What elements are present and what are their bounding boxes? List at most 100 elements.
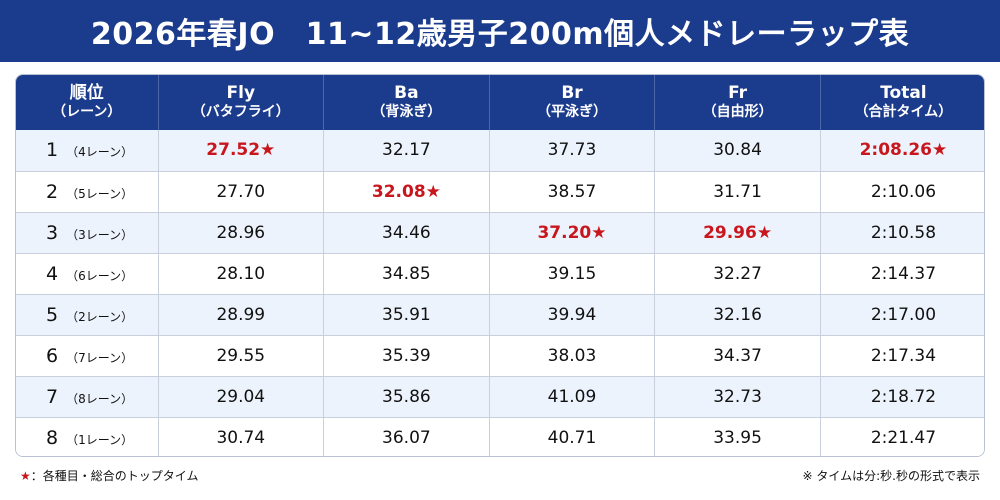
fr-time: 32.73 (713, 386, 762, 407)
table-row: 2 （5レーン） 27.70 32.08★ 38.57 31.71 2:10.06 (16, 170, 984, 212)
fly-time: 29.55 (216, 345, 266, 366)
fly-time: 28.10 (216, 263, 266, 284)
lap-table-container: 順位 （レーン） Fly （バタフライ） Ba （背泳ぎ） Br （平泳ぎ） F… (15, 74, 985, 457)
header-total-sublabel: （合計タイム） (854, 104, 953, 121)
fr-time-cell: 30.84 (654, 130, 821, 171)
header-fr-sublabel: （自由形） (702, 104, 773, 121)
table-row: 7 （8レーン） 29.04 35.86 41.09 32.73 2:18.72 (16, 375, 984, 417)
fly-time: 29.04 (216, 386, 266, 407)
table-row: 6 （7レーン） 29.55 35.39 38.03 34.37 2:17.34 (16, 334, 984, 376)
fr-time: 32.16 (713, 304, 762, 325)
total-time: 2:10.06 (870, 181, 937, 202)
ba-time: 34.85 (382, 263, 431, 284)
legend: ★：各種目・総合のトップタイム (20, 467, 199, 484)
lane-label: （2レーン） (66, 309, 134, 324)
fly-time: 27.70 (216, 181, 266, 202)
ba-time-cell: 32.17 (323, 130, 490, 171)
br-time: 37.73 (547, 140, 597, 161)
header-total: Total （合計タイム） (820, 75, 984, 130)
header-row: 順位 （レーン） Fly （バタフライ） Ba （背泳ぎ） Br （平泳ぎ） F… (16, 75, 984, 130)
br-time-cell: 38.57 (489, 170, 656, 212)
title-bar: 2026年春JO 11~12歳男子200m個人メドレーラップ表 (0, 0, 1000, 62)
fr-time: 31.71 (713, 181, 762, 202)
total-time-cell: 2:14.37 (820, 252, 984, 294)
total-time-cell: 2:10.06 (820, 170, 984, 212)
br-time: 39.15 (547, 263, 597, 284)
ba-time-cell: 36.07 (323, 416, 490, 456)
fly-time-cell: 28.99 (158, 293, 325, 335)
header-ba-label: Ba (394, 83, 419, 104)
ba-time-cell: 32.08★ (323, 170, 490, 212)
header-fly: Fly （バタフライ） (158, 75, 325, 130)
total-time-cell: 2:08.26★ (820, 130, 984, 171)
br-time-cell: 39.94 (489, 293, 656, 335)
fr-time-cell: 29.96★ (654, 211, 821, 253)
br-time-cell: 40.71 (489, 416, 656, 456)
fly-time-cell: 28.96 (158, 211, 325, 253)
lane-label: （5レーン） (66, 186, 134, 201)
table-row: 5 （2レーン） 28.99 35.91 39.94 32.16 2:17.00 (16, 293, 984, 335)
header-ba-sublabel: （背泳ぎ） (371, 104, 442, 121)
header-fr-label: Fr (728, 83, 748, 104)
br-time: 39.94 (547, 304, 597, 325)
page-title: 2026年春JO 11~12歳男子200m個人メドレーラップ表 (90, 17, 910, 52)
fr-time: 32.27 (713, 263, 762, 284)
table-body: 1 （4レーン） 27.52★ 32.17 37.73 30.84 2:08.26★ 2 （5レ… (16, 130, 984, 456)
header-rank-label: 順位 (69, 83, 104, 104)
ba-top-time: 32.08★ (371, 181, 441, 202)
rank-cell: 5 （2レーン） (16, 293, 159, 335)
ba-time-cell: 35.39 (323, 334, 490, 376)
rank-cell: 4 （6レーン） (16, 252, 159, 294)
ba-time-cell: 35.91 (323, 293, 490, 335)
fly-time-cell: 27.70 (158, 170, 325, 212)
header-rank: 順位 （レーン） (16, 75, 159, 130)
table-row: 4 （6レーン） 28.10 34.85 39.15 32.27 2:14.37 (16, 252, 984, 294)
header-fr: Fr （自由形） (654, 75, 821, 130)
br-time-cell: 38.03 (489, 334, 656, 376)
fr-time-cell: 32.27 (654, 252, 821, 294)
fly-time-cell: 29.04 (158, 375, 325, 417)
header-ba: Ba （背泳ぎ） (323, 75, 490, 130)
lane-label: （1レーン） (66, 432, 134, 447)
br-time: 38.03 (547, 345, 597, 366)
br-time: 38.57 (547, 181, 597, 202)
br-time-cell: 37.20★ (489, 211, 656, 253)
ba-time: 35.86 (382, 386, 431, 407)
total-time-cell: 2:10.58 (820, 211, 984, 253)
ba-time-cell: 34.46 (323, 211, 490, 253)
br-time: 40.71 (547, 427, 597, 448)
total-time-cell: 2:18.72 (820, 375, 984, 417)
ba-time: 35.39 (382, 345, 431, 366)
ba-time: 35.91 (382, 304, 431, 325)
rank-cell: 2 （5レーン） (16, 170, 159, 212)
header-fly-sublabel: （バタフライ） (191, 104, 290, 121)
ba-time: 32.17 (382, 140, 431, 161)
legend-text: ：各種目・総合のトップタイム (30, 469, 199, 483)
fly-top-time: 27.52★ (206, 140, 276, 161)
fr-time-cell: 34.37 (654, 334, 821, 376)
header-br: Br （平泳ぎ） (489, 75, 656, 130)
total-time: 2:18.72 (870, 386, 937, 407)
rank-number: 7 (46, 385, 59, 408)
ba-time-cell: 35.86 (323, 375, 490, 417)
header-fly-label: Fly (226, 83, 256, 104)
table-row: 1 （4レーン） 27.52★ 32.17 37.73 30.84 2:08.26★ (16, 130, 984, 171)
rank-cell: 3 （3レーン） (16, 211, 159, 253)
total-time: 2:17.34 (870, 345, 937, 366)
rank-number: 3 (46, 221, 59, 244)
ba-time-cell: 34.85 (323, 252, 490, 294)
header-rank-sublabel: （レーン） (52, 104, 122, 121)
fr-time: 33.95 (713, 427, 762, 448)
total-time-cell: 2:17.34 (820, 334, 984, 376)
br-time: 41.09 (547, 386, 597, 407)
table-row: 3 （3レーン） 28.96 34.46 37.20★ 29.96★ 2:10.58 (16, 211, 984, 253)
ba-time: 34.46 (382, 222, 431, 243)
fly-time: 28.99 (216, 304, 266, 325)
fr-time-cell: 32.73 (654, 375, 821, 417)
table-header: 順位 （レーン） Fly （バタフライ） Ba （背泳ぎ） Br （平泳ぎ） F… (16, 75, 984, 130)
lane-label: （6レーン） (66, 268, 134, 283)
lane-label: （8レーン） (66, 391, 134, 406)
lane-label: （7レーン） (66, 350, 134, 365)
rank-number: 2 (46, 180, 59, 203)
total-time: 2:17.00 (870, 304, 937, 325)
